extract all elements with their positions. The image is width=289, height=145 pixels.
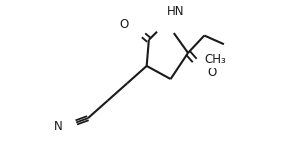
Text: O: O bbox=[207, 66, 216, 79]
Text: N: N bbox=[53, 120, 62, 133]
Text: CH₃: CH₃ bbox=[205, 53, 227, 66]
Text: O: O bbox=[120, 18, 129, 31]
Text: HN: HN bbox=[167, 5, 185, 18]
